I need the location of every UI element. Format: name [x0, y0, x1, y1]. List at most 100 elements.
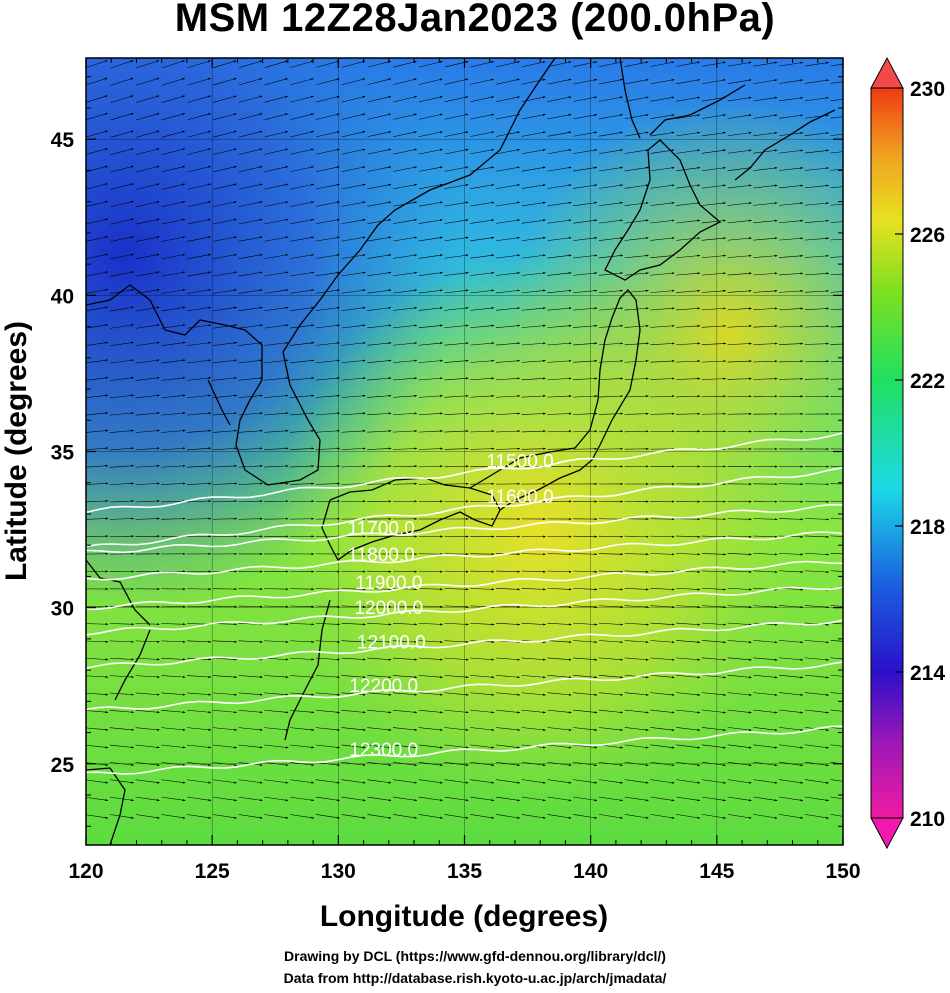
wind-vector — [393, 218, 418, 224]
wind-vector — [701, 674, 727, 679]
wind-vector — [418, 657, 443, 661]
wind-vector — [109, 710, 135, 714]
wind-vector — [547, 622, 572, 626]
wind-vector — [238, 744, 263, 749]
wind-vector — [753, 342, 778, 345]
wind-vector — [650, 570, 675, 573]
wind-vector — [779, 657, 804, 661]
wind-vector — [495, 394, 521, 398]
wind-vector — [753, 219, 778, 224]
wind-vector — [341, 324, 366, 329]
wind-vector — [341, 131, 366, 138]
wind-vector — [392, 623, 418, 626]
wind-vector — [650, 605, 675, 609]
wind-vector — [86, 675, 109, 679]
wind-vector — [110, 200, 134, 208]
wind-vector — [624, 359, 649, 363]
wind-vector — [289, 482, 315, 485]
y-tick-label: 45 — [51, 129, 75, 152]
wind-vector — [86, 306, 109, 312]
wind-vector — [727, 727, 752, 732]
wind-vector — [650, 622, 675, 626]
wind-vector — [495, 219, 521, 224]
wind-vector — [521, 394, 546, 398]
wind-vector — [573, 61, 598, 67]
wind-vector — [753, 79, 778, 84]
wind-vector — [290, 412, 315, 416]
wind-vector — [599, 96, 623, 102]
wind-vector — [290, 201, 315, 207]
wind-vector — [676, 727, 701, 732]
wind-vector — [418, 394, 443, 398]
wind-vector — [109, 464, 135, 468]
wind-vector — [136, 77, 160, 86]
wind-vector — [650, 201, 675, 206]
wind-vector — [650, 377, 675, 380]
wind-vector — [418, 744, 443, 749]
wind-vector — [238, 675, 263, 679]
wind-vector — [161, 412, 186, 416]
wind-vector — [315, 324, 340, 329]
wind-vector — [213, 78, 237, 86]
wind-vector — [676, 709, 701, 714]
wind-vector — [341, 60, 366, 68]
wind-vector — [598, 657, 624, 661]
wind-vector — [341, 148, 366, 155]
wind-vector — [238, 605, 263, 608]
wind-vector — [367, 148, 392, 155]
wind-vector — [701, 324, 727, 328]
wind-vector — [341, 166, 366, 172]
wind-vector — [109, 341, 134, 347]
wind-vector — [444, 96, 469, 103]
wind-vector — [110, 236, 134, 242]
wind-vector — [86, 60, 108, 68]
wind-vector — [624, 78, 649, 85]
wind-vector — [547, 324, 572, 328]
wind-vector — [109, 499, 135, 503]
wind-vector — [573, 359, 598, 363]
wind-vector — [701, 657, 727, 661]
wind-vector — [727, 131, 752, 137]
wind-vector — [290, 341, 315, 346]
wind-vector — [495, 727, 521, 731]
wind-vector — [418, 692, 443, 696]
wind-vector — [187, 77, 211, 86]
wind-vector — [779, 640, 804, 644]
wind-vector — [212, 605, 238, 608]
wind-vector — [727, 96, 752, 102]
contour-label: 11600.0 — [486, 487, 553, 508]
wind-vector — [109, 535, 135, 538]
wind-vector — [521, 675, 546, 679]
wind-vector — [86, 112, 108, 121]
wind-vector — [779, 254, 804, 258]
wind-vector — [779, 325, 804, 328]
wind-vector — [650, 359, 675, 363]
wind-vector — [779, 377, 804, 380]
wind-vector — [470, 430, 495, 433]
wind-vector — [392, 692, 418, 696]
wind-vector — [341, 183, 366, 190]
wind-vector — [753, 272, 778, 276]
wind-vector — [804, 149, 829, 154]
wind-vector — [212, 218, 237, 225]
wind-vector — [367, 447, 392, 450]
wind-vector — [264, 675, 289, 679]
wind-vector — [624, 131, 649, 137]
wind-vector — [598, 377, 624, 380]
wind-vector — [496, 184, 521, 189]
wind-vector — [161, 359, 186, 364]
wind-vector — [470, 289, 495, 294]
wind-vector — [727, 254, 752, 258]
wind-vector — [264, 640, 289, 643]
wind-vector — [290, 60, 314, 68]
wind-vector — [341, 236, 366, 242]
wind-vector — [135, 640, 160, 643]
wind-vector — [701, 219, 727, 224]
wind-vector — [367, 95, 392, 103]
wind-vector — [727, 79, 752, 84]
wind-vector — [290, 78, 314, 86]
wind-vector — [495, 271, 521, 276]
wind-vector — [598, 289, 624, 293]
wind-vector — [727, 570, 752, 574]
